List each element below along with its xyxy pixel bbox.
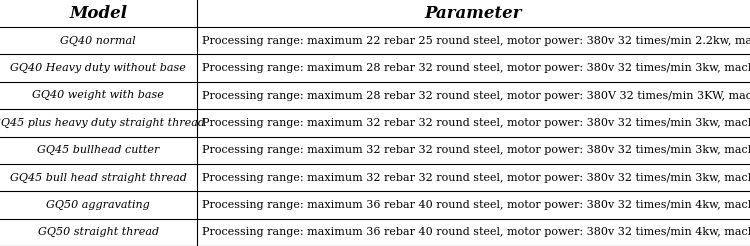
Text: GQ45 bull head straight thread: GQ45 bull head straight thread: [10, 172, 187, 183]
Text: Processing range: maximum 28 rebar 32 round steel, motor power: 380V 32 times/mi: Processing range: maximum 28 rebar 32 ro…: [202, 90, 750, 101]
Text: Processing range: maximum 22 rebar 25 round steel, motor power: 380v 32 times/mi: Processing range: maximum 22 rebar 25 ro…: [202, 36, 750, 46]
Bar: [0, 109, 750, 137]
Bar: [0, 82, 750, 109]
Bar: [0, 54, 750, 82]
Text: Model: Model: [69, 5, 128, 22]
Text: Parameter: Parameter: [424, 5, 522, 22]
Bar: [0, 137, 750, 164]
Text: Processing range: maximum 36 rebar 40 round steel, motor power: 380v 32 times/mi: Processing range: maximum 36 rebar 40 ro…: [202, 227, 750, 237]
Text: GQ45 bullhead cutter: GQ45 bullhead cutter: [37, 145, 160, 155]
Bar: [0, 0, 750, 27]
Text: GQ40 Heavy duty without base: GQ40 Heavy duty without base: [10, 63, 186, 73]
Text: Processing range: maximum 32 rebar 32 round steel, motor power: 380v 32 times/mi: Processing range: maximum 32 rebar 32 ro…: [202, 145, 750, 155]
Text: GQ40 normal: GQ40 normal: [61, 36, 136, 46]
Text: Processing range: maximum 28 rebar 32 round steel, motor power: 380v 32 times/mi: Processing range: maximum 28 rebar 32 ro…: [202, 63, 750, 73]
Text: GQ50 straight thread: GQ50 straight thread: [38, 227, 159, 237]
Text: Processing range: maximum 32 rebar 32 round steel, motor power: 380v 32 times/mi: Processing range: maximum 32 rebar 32 ro…: [202, 118, 750, 128]
Bar: [0, 191, 750, 219]
Text: Processing range: maximum 36 rebar 40 round steel, motor power: 380v 32 times/mi: Processing range: maximum 36 rebar 40 ro…: [202, 200, 750, 210]
Bar: [0, 219, 750, 246]
Bar: [0, 27, 750, 54]
Text: Processing range: maximum 32 rebar 32 round steel, motor power: 380v 32 times/mi: Processing range: maximum 32 rebar 32 ro…: [202, 172, 750, 183]
Text: GQ40 weight with base: GQ40 weight with base: [32, 90, 164, 100]
Text: GQ50 aggravating: GQ50 aggravating: [46, 200, 150, 210]
Text: GQ45 plus heavy duty straight thread: GQ45 plus heavy duty straight thread: [0, 118, 205, 128]
Bar: [0, 164, 750, 191]
